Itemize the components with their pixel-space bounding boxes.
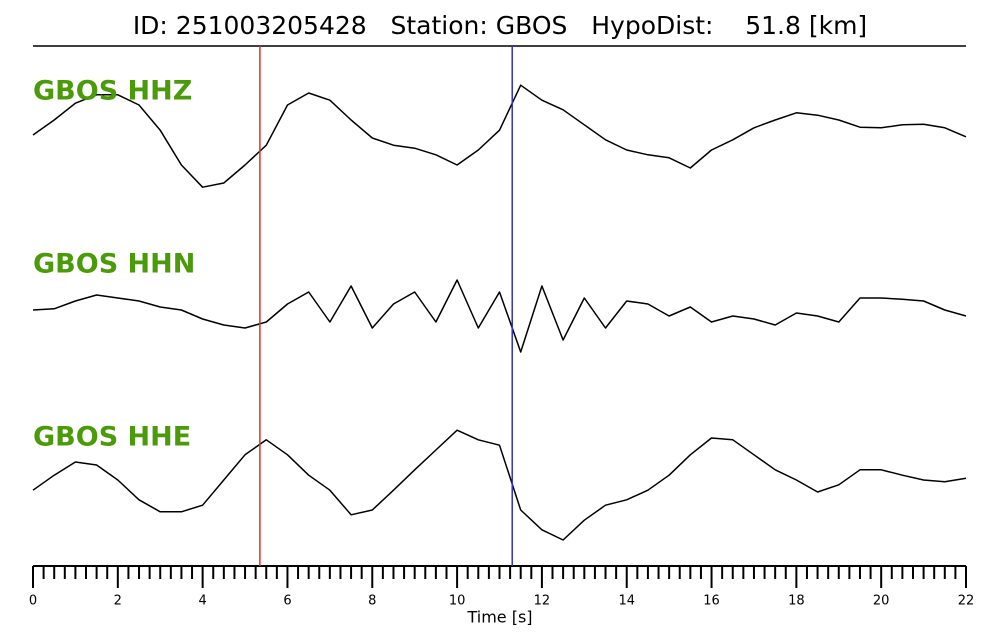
x-tick-label: 8 bbox=[368, 594, 376, 609]
x-tick-label: 0 bbox=[29, 594, 37, 609]
trace-label: GBOS HHN bbox=[33, 249, 195, 280]
trace bbox=[32, 429, 967, 541]
x-axis-label: Time [s] bbox=[466, 608, 532, 627]
trace-label: GBOS HHE bbox=[33, 422, 191, 453]
x-tick-label: 14 bbox=[618, 594, 635, 609]
x-tick-label: 6 bbox=[283, 594, 291, 609]
trace-label: GBOS HHZ bbox=[33, 76, 192, 107]
x-tick-label: 16 bbox=[703, 594, 720, 609]
trace bbox=[32, 84, 967, 188]
x-tick-label: 12 bbox=[534, 594, 551, 609]
x-tick-label: 18 bbox=[788, 594, 805, 609]
x-tick-label: 4 bbox=[198, 594, 206, 609]
x-tick-label: 10 bbox=[449, 594, 466, 609]
x-tick-label: 20 bbox=[873, 594, 890, 609]
trace bbox=[32, 279, 967, 353]
x-tick-label: 22 bbox=[958, 594, 975, 609]
x-tick-label: 2 bbox=[114, 594, 122, 609]
chart-title: ID: 251003205428 Station: GBOS HypoDist:… bbox=[133, 11, 867, 40]
